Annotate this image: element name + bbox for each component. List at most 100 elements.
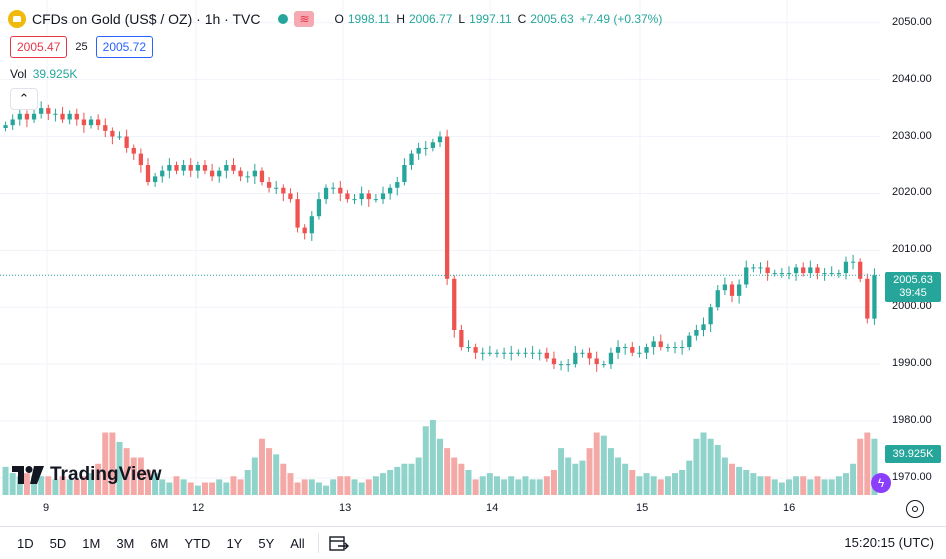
candle-body xyxy=(558,364,564,366)
candle-body xyxy=(245,176,250,178)
volume-bar xyxy=(422,426,429,495)
candle-body xyxy=(865,278,870,319)
low-value: 1997.11 xyxy=(469,12,512,26)
candle-body xyxy=(281,187,286,194)
volume-bar xyxy=(308,479,315,495)
candle-body xyxy=(587,352,592,359)
candle-body xyxy=(651,341,656,348)
candle-body xyxy=(88,119,94,126)
volume-bar xyxy=(59,476,66,495)
candle-body xyxy=(295,199,300,228)
time-axis[interactable]: 9 12 13 14 15 16 xyxy=(0,500,880,520)
volume-bar xyxy=(700,432,707,495)
candle-body xyxy=(850,261,856,263)
volume-bar xyxy=(686,460,693,495)
range-1m-button[interactable]: 1M xyxy=(82,535,101,551)
candle-body xyxy=(872,275,877,319)
candle-body xyxy=(509,352,514,354)
volume-bar xyxy=(664,476,671,495)
candle-body xyxy=(338,187,343,194)
volume-bar xyxy=(173,476,180,495)
volume-bar xyxy=(137,457,144,495)
candle-body xyxy=(779,273,784,275)
volume-bar xyxy=(814,476,821,495)
candle-body xyxy=(744,267,749,285)
volume-bar xyxy=(472,479,479,495)
volume-bar xyxy=(864,432,871,495)
range-5d-button[interactable]: 5D xyxy=(49,535,67,551)
candle-body xyxy=(152,176,158,183)
utc-clock[interactable]: 15:20:15 (UTC) xyxy=(844,535,934,550)
sell-button[interactable]: 2005.47 xyxy=(10,36,68,58)
lightning-icon[interactable]: ϟ xyxy=(871,473,891,493)
candle-body xyxy=(145,165,151,183)
volume-bar xyxy=(842,473,849,495)
candle-body xyxy=(316,199,322,217)
volume-bar xyxy=(850,463,857,495)
candle-body xyxy=(694,330,699,336)
volume-bar xyxy=(672,473,679,495)
candle-body xyxy=(131,147,136,154)
candle-body xyxy=(423,147,428,149)
range-3m-button[interactable]: 3M xyxy=(116,535,135,551)
price-tick-label: 2000.00 xyxy=(892,300,932,313)
volume-bar xyxy=(650,476,657,495)
tradingview-logo[interactable]: TradingView xyxy=(12,463,162,487)
candle-body xyxy=(96,119,101,126)
range-all-button[interactable]: All xyxy=(290,535,305,551)
volume-bar xyxy=(45,476,52,495)
volume-bar xyxy=(828,479,835,495)
candle-body xyxy=(858,261,863,279)
volume-bar xyxy=(102,432,109,495)
volume-bar xyxy=(679,470,686,495)
candle-body xyxy=(416,147,421,154)
candle-body xyxy=(74,113,79,120)
candle-body xyxy=(701,324,706,330)
buy-button[interactable]: 2005.72 xyxy=(95,36,154,58)
volume-bar xyxy=(123,448,130,495)
candle-body xyxy=(288,193,293,200)
candle-body xyxy=(60,113,65,120)
gear-icon[interactable] xyxy=(906,500,924,518)
collapse-legend-button[interactable]: ⌃ xyxy=(10,88,38,110)
volume-bar xyxy=(458,463,465,495)
candle-body xyxy=(544,352,549,359)
range-6m-button[interactable]: 6M xyxy=(150,535,169,551)
symbol-title[interactable]: CFDs on Gold (US$ / OZ) · 1h · TVC xyxy=(32,11,261,27)
date-range-icon[interactable] xyxy=(329,534,349,552)
volume-bar xyxy=(707,438,714,495)
bottom-toolbar: 1D 5D 1M 3M 6M YTD 1Y 5Y All 15:20:15 (U… xyxy=(0,526,946,559)
volume-bar xyxy=(629,470,636,495)
volume-bar xyxy=(529,479,536,495)
volume-bar xyxy=(736,466,743,495)
volume-bar xyxy=(159,479,166,495)
candle-body xyxy=(231,165,236,171)
range-5y-button[interactable]: 5Y xyxy=(258,535,275,551)
candle-body xyxy=(117,136,122,138)
range-1d-button[interactable]: 1D xyxy=(17,535,34,551)
range-1y-button[interactable]: 1Y xyxy=(226,535,243,551)
volume-bar xyxy=(116,441,123,495)
candle-body xyxy=(665,347,671,349)
candle-body xyxy=(67,113,72,120)
time-tick-label: 9 xyxy=(43,502,50,514)
candle-body xyxy=(395,182,400,188)
volume-bar xyxy=(337,476,344,495)
volume-bar xyxy=(201,482,208,495)
volume-bar xyxy=(565,457,572,495)
volume-bar xyxy=(771,479,778,495)
candle-body xyxy=(39,108,44,114)
candle-body xyxy=(815,267,820,274)
change-value: +7.49 (+0.37%) xyxy=(579,12,663,26)
volume-bar xyxy=(693,438,700,495)
high-value: 2006.77 xyxy=(408,12,453,26)
volume-bar xyxy=(437,438,443,495)
range-ytd-button[interactable]: YTD xyxy=(184,535,211,551)
price-axis[interactable]: 2050.00 2040.00 2030.00 2020.00 2010.00 2000.… xyxy=(888,0,946,500)
candle-body xyxy=(167,165,172,171)
volume-bar xyxy=(729,463,735,495)
candle-body xyxy=(843,261,849,274)
close-value: 2005.63 xyxy=(530,12,574,26)
volume-bar xyxy=(258,438,265,495)
